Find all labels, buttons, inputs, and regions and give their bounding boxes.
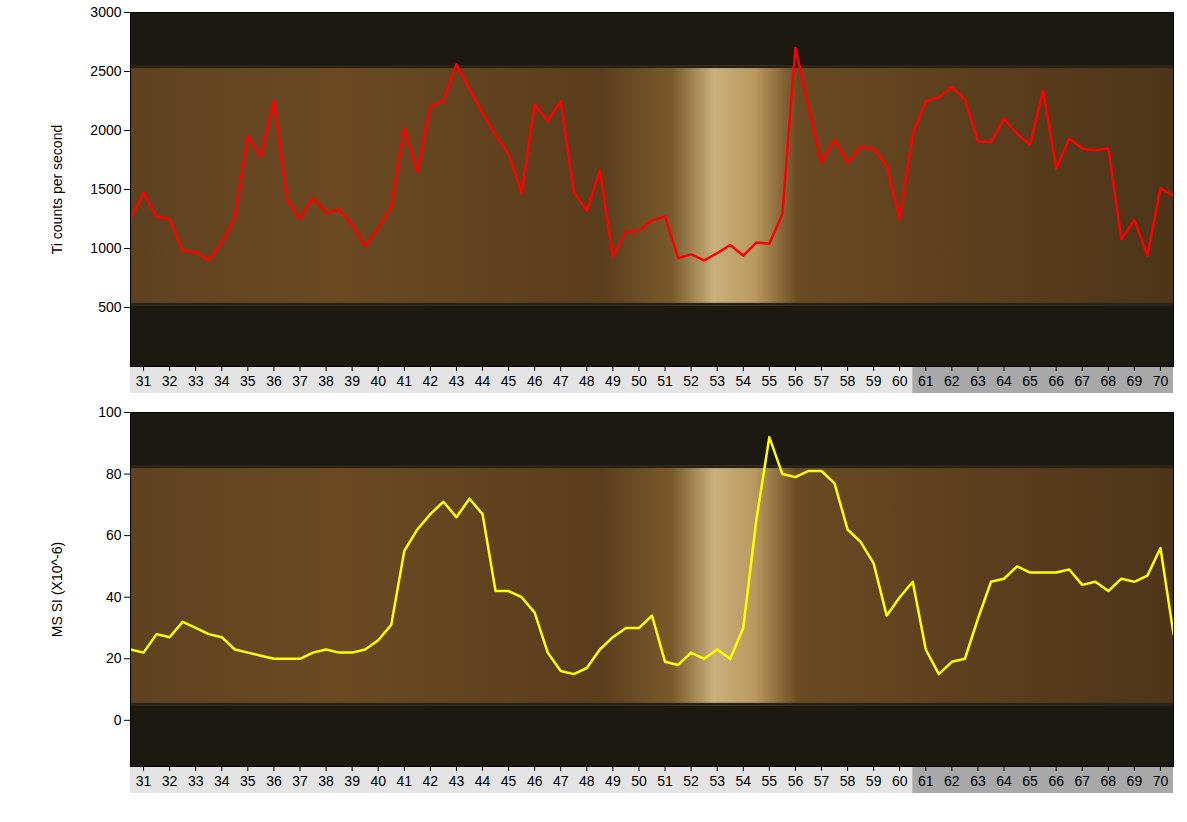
svg-text:2000: 2000: [90, 122, 121, 138]
svg-text:MS SI (X10^-6): MS SI (X10^-6): [49, 542, 65, 637]
svg-text:60: 60: [892, 773, 908, 789]
svg-text:60: 60: [892, 373, 908, 389]
svg-text:41: 41: [396, 373, 412, 389]
svg-text:57: 57: [814, 373, 830, 389]
svg-text:48: 48: [579, 373, 595, 389]
svg-text:59: 59: [866, 773, 882, 789]
svg-text:100: 100: [98, 404, 122, 420]
svg-text:62: 62: [944, 773, 960, 789]
svg-text:69: 69: [1127, 373, 1143, 389]
svg-text:67: 67: [1074, 373, 1090, 389]
svg-text:20: 20: [106, 650, 122, 666]
svg-text:38: 38: [318, 373, 334, 389]
svg-text:44: 44: [475, 373, 491, 389]
svg-text:64: 64: [996, 373, 1012, 389]
svg-text:56: 56: [788, 773, 804, 789]
svg-text:47: 47: [553, 773, 569, 789]
svg-text:2500: 2500: [90, 63, 121, 79]
svg-text:68: 68: [1101, 373, 1117, 389]
svg-text:51: 51: [657, 373, 673, 389]
svg-text:65: 65: [1022, 373, 1038, 389]
svg-text:1000: 1000: [90, 240, 121, 256]
svg-text:39: 39: [344, 373, 360, 389]
svg-text:35: 35: [240, 373, 256, 389]
svg-text:42: 42: [423, 773, 439, 789]
svg-text:53: 53: [709, 373, 725, 389]
svg-text:64: 64: [996, 773, 1012, 789]
svg-text:66: 66: [1048, 773, 1064, 789]
svg-text:48: 48: [579, 773, 595, 789]
svg-text:34: 34: [214, 373, 230, 389]
svg-text:50: 50: [631, 373, 647, 389]
svg-text:33: 33: [188, 773, 204, 789]
svg-text:37: 37: [292, 773, 308, 789]
svg-text:31: 31: [136, 773, 152, 789]
svg-text:55: 55: [762, 773, 778, 789]
svg-text:40: 40: [106, 589, 122, 605]
svg-text:49: 49: [605, 373, 621, 389]
svg-text:45: 45: [501, 773, 517, 789]
svg-text:58: 58: [840, 773, 856, 789]
svg-text:63: 63: [970, 373, 986, 389]
svg-text:38: 38: [318, 773, 334, 789]
svg-text:37: 37: [292, 373, 308, 389]
svg-text:35: 35: [240, 773, 256, 789]
svg-text:40: 40: [370, 373, 386, 389]
svg-text:36: 36: [266, 373, 282, 389]
svg-text:62: 62: [944, 373, 960, 389]
svg-text:32: 32: [162, 373, 178, 389]
svg-text:0: 0: [114, 712, 122, 728]
svg-text:39: 39: [344, 773, 360, 789]
svg-text:80: 80: [106, 466, 122, 482]
svg-text:49: 49: [605, 773, 621, 789]
svg-text:47: 47: [553, 373, 569, 389]
svg-text:65: 65: [1022, 773, 1038, 789]
svg-text:60: 60: [106, 527, 122, 543]
svg-text:3000: 3000: [90, 4, 121, 20]
svg-text:52: 52: [683, 773, 699, 789]
svg-text:58: 58: [840, 373, 856, 389]
svg-text:40: 40: [370, 773, 386, 789]
svg-text:54: 54: [735, 773, 751, 789]
svg-text:55: 55: [762, 373, 778, 389]
svg-text:57: 57: [814, 773, 830, 789]
svg-text:45: 45: [501, 373, 517, 389]
svg-text:54: 54: [735, 373, 751, 389]
svg-text:52: 52: [683, 373, 699, 389]
svg-text:33: 33: [188, 373, 204, 389]
svg-text:31: 31: [136, 373, 152, 389]
svg-text:46: 46: [527, 373, 543, 389]
svg-text:53: 53: [709, 773, 725, 789]
svg-text:500: 500: [98, 299, 122, 315]
svg-text:32: 32: [162, 773, 178, 789]
svg-text:36: 36: [266, 773, 282, 789]
svg-text:43: 43: [449, 773, 465, 789]
svg-text:44: 44: [475, 773, 491, 789]
svg-text:61: 61: [918, 373, 934, 389]
svg-text:70: 70: [1153, 373, 1169, 389]
svg-text:70: 70: [1153, 773, 1169, 789]
svg-text:42: 42: [423, 373, 439, 389]
svg-text:67: 67: [1074, 773, 1090, 789]
svg-text:63: 63: [970, 773, 986, 789]
svg-text:68: 68: [1101, 773, 1117, 789]
svg-text:56: 56: [788, 373, 804, 389]
svg-text:61: 61: [918, 773, 934, 789]
svg-text:66: 66: [1048, 373, 1064, 389]
svg-text:69: 69: [1127, 773, 1143, 789]
svg-text:50: 50: [631, 773, 647, 789]
svg-text:43: 43: [449, 373, 465, 389]
svg-text:46: 46: [527, 773, 543, 789]
svg-text:34: 34: [214, 773, 230, 789]
svg-text:Ti counts per second: Ti counts per second: [49, 125, 65, 254]
svg-text:59: 59: [866, 373, 882, 389]
svg-text:1500: 1500: [90, 181, 121, 197]
svg-text:41: 41: [396, 773, 412, 789]
svg-text:51: 51: [657, 773, 673, 789]
